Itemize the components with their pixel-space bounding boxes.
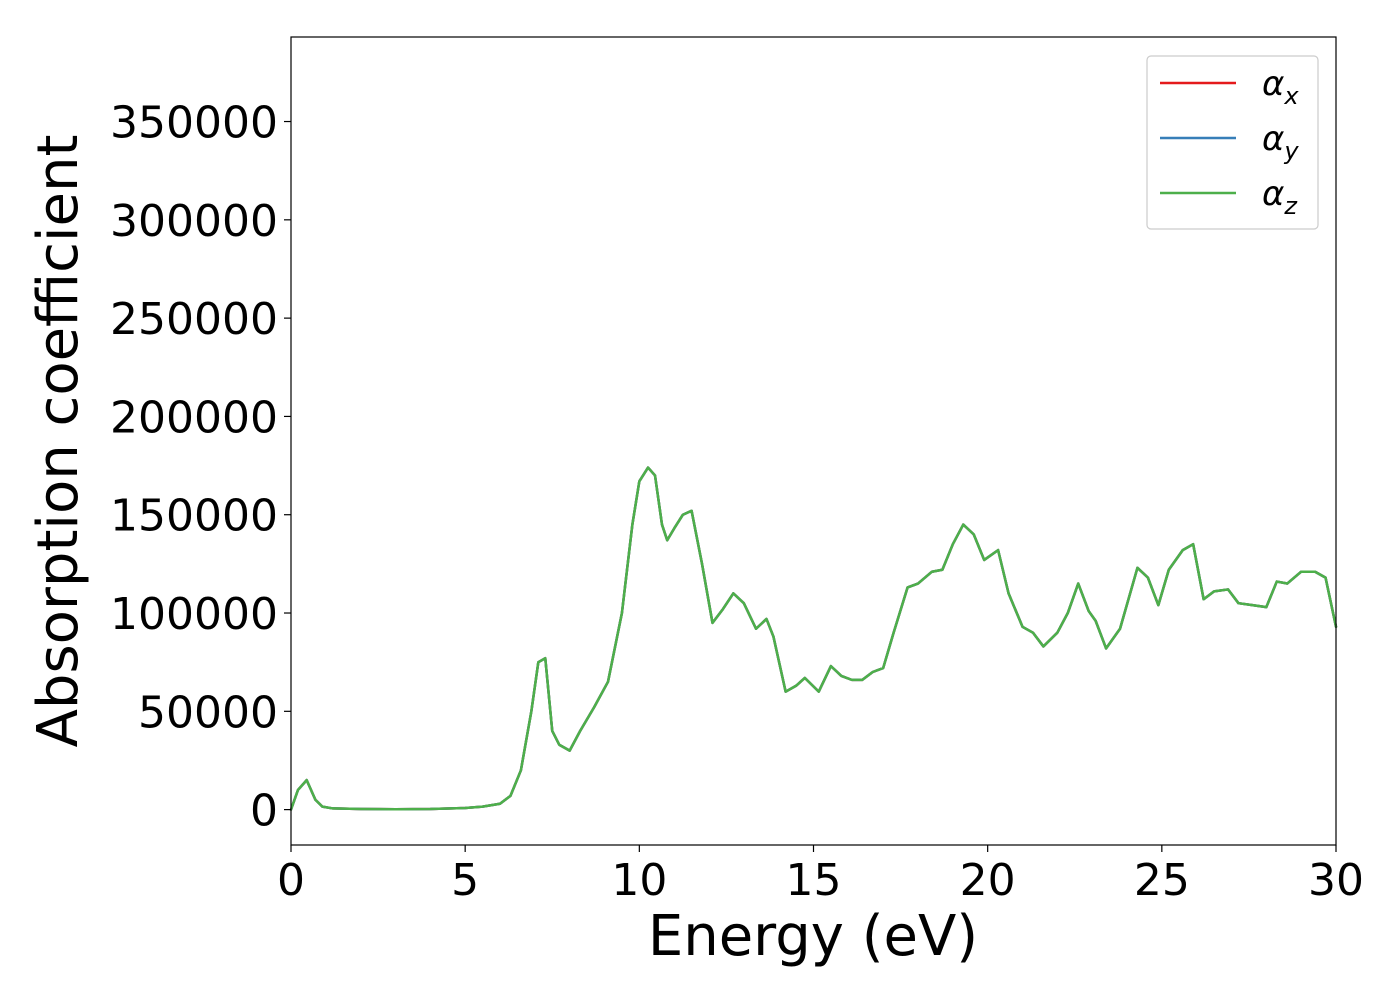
y-tick-label: 350000 xyxy=(110,98,278,149)
y-tick-label: 150000 xyxy=(110,491,278,542)
x-tick-label: 25 xyxy=(1134,855,1190,906)
y-axis-title: Absorption coefficient xyxy=(26,135,91,748)
x-tick-label: 0 xyxy=(277,855,305,906)
y-tick-label: 100000 xyxy=(110,589,278,640)
y-tick-label: 250000 xyxy=(110,294,278,345)
y-axis: 0 50000 100000 150000 200000 250000 300000 3500… xyxy=(110,98,291,837)
x-tick-label: 5 xyxy=(451,855,479,906)
x-axis: 0 5 10 15 20 25 30 xyxy=(277,845,1364,906)
x-axis-title: Energy (eV) xyxy=(648,904,978,969)
series-layer xyxy=(289,466,1338,811)
y-tick-label: 0 xyxy=(250,786,278,837)
y-tick-label: 300000 xyxy=(110,196,278,247)
y-tick-label: 200000 xyxy=(110,392,278,443)
x-tick-label: 10 xyxy=(611,855,667,906)
series-line-z xyxy=(289,466,1338,811)
x-tick-label: 15 xyxy=(786,855,842,906)
x-tick-label: 20 xyxy=(960,855,1016,906)
legend-box xyxy=(1146,55,1319,230)
y-tick-label: 50000 xyxy=(138,687,278,738)
x-tick-label: 30 xyxy=(1308,855,1364,906)
